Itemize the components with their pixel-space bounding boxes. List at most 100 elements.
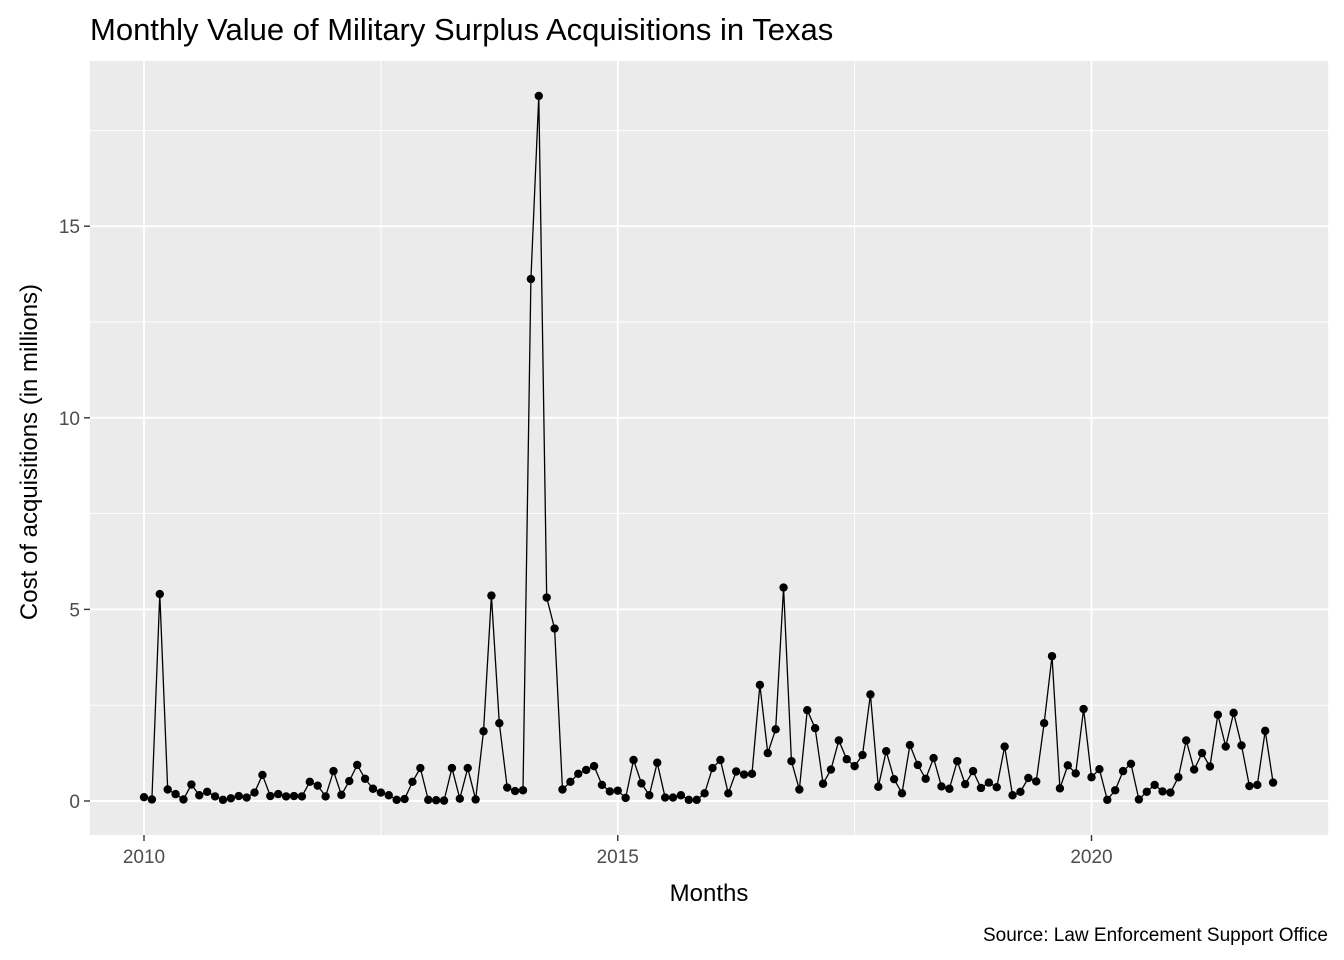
data-point (684, 795, 694, 805)
data-point (668, 793, 678, 802)
data-point (755, 680, 765, 690)
data-point (1016, 787, 1025, 796)
x-axis-ticks: 2010 2015 2020 (123, 835, 1113, 868)
data-point (431, 796, 441, 805)
data-point (534, 91, 543, 101)
data-point (921, 774, 930, 783)
data-point (392, 795, 401, 805)
data-point (226, 794, 236, 803)
data-point (976, 783, 986, 793)
series-line (143, 95, 1274, 802)
chart-title: Monthly Value of Military Surplus Acquis… (90, 12, 833, 47)
data-point (645, 791, 654, 800)
data-point (542, 593, 551, 602)
data-point (574, 769, 583, 778)
data-point (700, 789, 709, 798)
data-point (550, 624, 559, 633)
chart-caption: Source: Law Enforcement Support Office (983, 925, 1328, 946)
data-point (731, 767, 741, 776)
data-point (447, 763, 457, 773)
data-point (1110, 786, 1120, 795)
data-point (1221, 742, 1230, 751)
data-point (637, 779, 646, 788)
data-point (605, 787, 615, 796)
data-point (1087, 773, 1096, 782)
data-point (1095, 764, 1104, 774)
data-point (1024, 773, 1033, 783)
data-point (826, 765, 836, 774)
data-point (866, 690, 875, 699)
y-tick-label: 10 (59, 409, 80, 430)
data-point (905, 740, 915, 750)
data-point (400, 794, 409, 804)
data-point (487, 591, 496, 600)
data-point (368, 784, 378, 793)
data-point (803, 705, 812, 715)
data-point (589, 761, 599, 771)
data-point (1063, 761, 1073, 770)
data-point (147, 795, 157, 804)
data-point (281, 792, 291, 801)
data-point (195, 791, 204, 800)
data-point (653, 758, 662, 767)
data-point (795, 785, 804, 794)
data-point (1213, 710, 1223, 719)
data-point (621, 793, 630, 803)
data-point (179, 795, 188, 804)
data-point (495, 719, 504, 728)
data-point (408, 777, 417, 787)
data-point (250, 788, 259, 797)
data-point (724, 789, 733, 798)
data-point (581, 765, 591, 775)
data-point (1118, 766, 1128, 776)
data-point (692, 795, 701, 805)
data-point (960, 779, 970, 789)
data-point (455, 794, 465, 803)
data-point (424, 795, 433, 805)
data-point (858, 750, 867, 760)
data-point (968, 766, 978, 776)
data-point (526, 274, 536, 284)
data-point (992, 783, 1001, 792)
data-point (708, 763, 717, 773)
data-point (953, 756, 962, 766)
y-tick-label: 0 (69, 792, 80, 813)
data-point (234, 791, 243, 801)
data-point (360, 774, 370, 783)
data-point (202, 787, 212, 796)
data-point (518, 786, 528, 795)
major-gridlines (90, 61, 1329, 835)
data-point (763, 748, 772, 758)
data-point (676, 791, 686, 800)
data-points (139, 91, 1278, 805)
data-point (850, 761, 859, 771)
data-point (329, 766, 338, 776)
data-point (376, 788, 386, 797)
data-point (660, 793, 670, 802)
data-point (1197, 748, 1207, 758)
data-point (1229, 708, 1238, 718)
x-tick-label: 2015 (597, 847, 639, 868)
data-point (1047, 651, 1057, 661)
data-point (187, 780, 196, 789)
data-point (929, 753, 938, 763)
data-point (171, 789, 180, 799)
data-point (1189, 765, 1199, 774)
data-point (439, 796, 449, 805)
data-point (716, 755, 725, 765)
data-point (1103, 795, 1112, 805)
data-point (566, 777, 575, 787)
data-point (1150, 780, 1159, 790)
data-point (897, 789, 907, 798)
data-point (210, 792, 220, 801)
data-point (163, 785, 172, 794)
data-point (787, 756, 796, 766)
data-point (321, 792, 330, 801)
data-point (471, 795, 480, 804)
data-point (882, 746, 891, 756)
data-point (889, 774, 899, 784)
data-point (242, 793, 251, 802)
data-point (1253, 780, 1262, 790)
data-point (747, 769, 757, 778)
data-point (218, 795, 228, 805)
